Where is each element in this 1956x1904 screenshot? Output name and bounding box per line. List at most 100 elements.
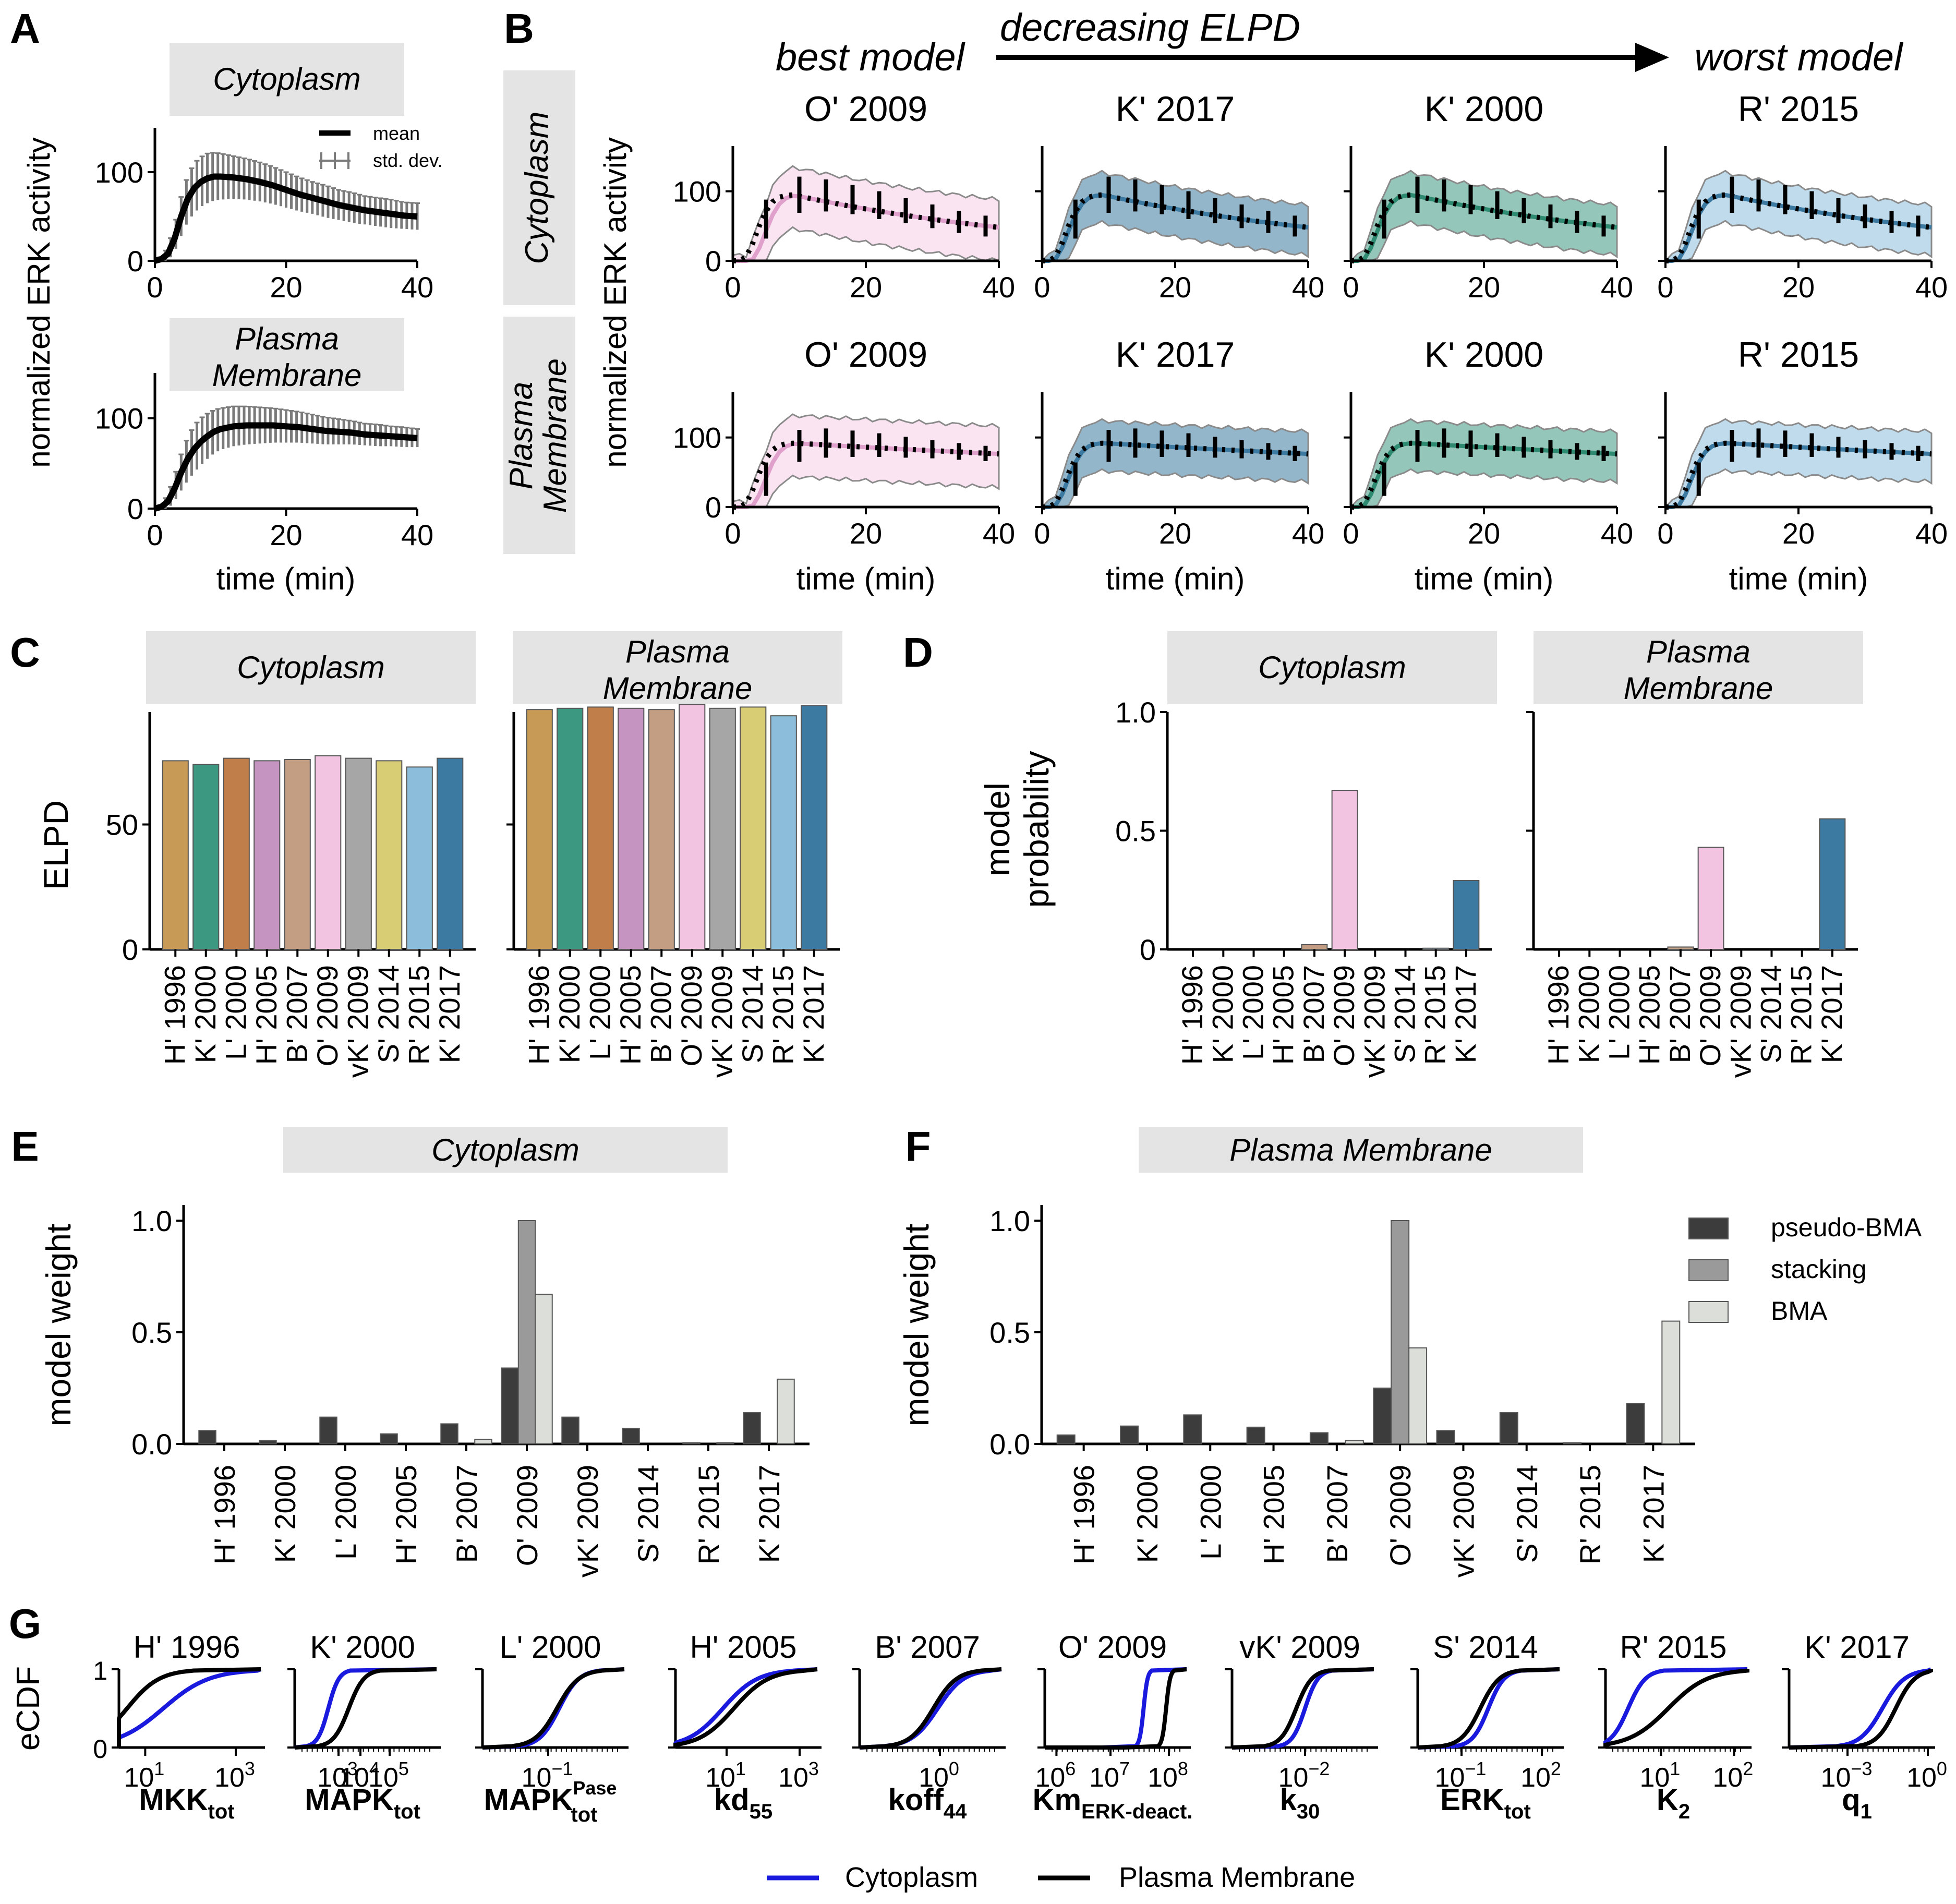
panel-a-legend-mean: mean <box>373 123 420 144</box>
panel-a-legend-std: std. dev. <box>373 150 442 171</box>
panel-b-ytick-label: 0 <box>705 491 721 524</box>
panel-e-xtick-label: S' 2014 <box>632 1465 665 1563</box>
panel-g-ytick-label: 0 <box>93 1734 107 1764</box>
panel-a-ytick-label: 100 <box>95 156 143 189</box>
panel-c-pm-xtick-label: K' 2000 <box>553 965 586 1063</box>
panel-b-xtick-label: 20 <box>850 271 882 304</box>
panel-f-ytick-label: 1.0 <box>989 1204 1030 1237</box>
panel-c-pm-bar <box>618 707 645 950</box>
panel-d-cyto-xtick-label: O' 2009 <box>1327 965 1360 1066</box>
panel-b-xtick-label: 20 <box>1159 271 1191 304</box>
panel-c-cyto-xtick-label: H' 2005 <box>250 965 283 1065</box>
panel-d-pm-bar <box>1819 818 1846 950</box>
panel-b-xtick-label: 20 <box>1468 517 1500 550</box>
panel-g-param-label: K2 <box>1657 1783 1690 1823</box>
panel-g-title: vK' 2009 <box>1239 1630 1360 1665</box>
panel-b-model-title: K' 2017 <box>1116 335 1235 375</box>
panel-b-model-line <box>1042 441 1309 509</box>
panel-c-cyto-bar <box>406 766 433 950</box>
panel-a-xtick-label: 20 <box>270 519 302 551</box>
panel-e-xtick-label: K' 2000 <box>269 1465 301 1563</box>
panel-g-ecdf-cyto <box>1231 1667 1374 1750</box>
panel-c-pm-strip <box>513 631 842 704</box>
panel-g-ecdf-pm <box>673 1667 818 1748</box>
panel-e-xtick-label: L' 2000 <box>329 1465 362 1560</box>
panel-b-ylabel: normalized ERK activity <box>598 137 633 468</box>
panel-f-legend-swatch <box>1688 1259 1729 1281</box>
panel-a-pm-strip-title-1: Plasma <box>235 321 339 356</box>
panel-e-ytick-label: 1.0 <box>131 1204 172 1237</box>
panel-e-ytick-label: 0.0 <box>131 1428 172 1461</box>
panel-b-pm-strip-title-2: Membrane <box>537 358 573 513</box>
panel-g-xtick-label: 103 <box>317 1758 358 1793</box>
panel-f-xtick-label: vK' 2009 <box>1447 1465 1480 1577</box>
panel-f-bar-pseudo-BMA <box>1563 1442 1582 1445</box>
panel-g-param-label: MAPKPase tot <box>484 1777 617 1826</box>
panel-g-ecdf-pm <box>1603 1668 1749 1748</box>
panel-d-pm-xtick-label: S' 2014 <box>1755 965 1788 1063</box>
panel-e-bar-BMA <box>777 1378 795 1444</box>
panel-g-param-label: MAPKtot <box>305 1783 420 1823</box>
panel-g-xtick-label: 10−2 <box>1278 1758 1330 1793</box>
panel-d-pm-xtick-label: H' 1996 <box>1542 965 1575 1065</box>
panel-c-cyto-xtick-label: K' 2000 <box>189 965 222 1063</box>
panel-e-xtick-label: vK' 2009 <box>571 1465 604 1577</box>
panel-c-pm-xtick-label: L' 2000 <box>583 965 616 1060</box>
panel-d-cyto-xtick-label: H' 1996 <box>1176 965 1209 1065</box>
panel-b-xtick-label: 0 <box>725 517 741 550</box>
panel-f-strip <box>1139 1127 1583 1173</box>
panel-d-cyto-ytick-label: 0.5 <box>1115 815 1156 848</box>
panel-e-strip <box>283 1127 728 1173</box>
panel-g-param-label: KmERK-deact. <box>1033 1783 1193 1823</box>
panel-d-cyto-ytick-label: 1.0 <box>1115 696 1156 729</box>
panel-f-bar-pseudo-BMA <box>1309 1432 1329 1445</box>
panel-c-cyto-xtick-label: B' 2007 <box>280 965 313 1063</box>
panel-g-ecdf-cyto <box>859 1667 1002 1750</box>
panel-e-bar-pseudo-BMA <box>682 1442 701 1445</box>
panel-g-param-label: kd55 <box>714 1783 772 1823</box>
panel-c-pm-xtick-label: B' 2007 <box>644 965 677 1063</box>
panel-b-pm-strip <box>503 317 575 554</box>
panel-c-pm-bar <box>526 709 553 950</box>
panel-b-model-title: O' 2009 <box>804 335 927 375</box>
panel-f-xtick-label: R' 2015 <box>1574 1465 1607 1564</box>
panel-f-bar-BMA <box>1408 1347 1428 1444</box>
panel-c-cyto-bar <box>223 757 250 950</box>
panel-g-param-label: q1 <box>1842 1783 1872 1823</box>
panel-e-xtick-label: K' 2017 <box>753 1465 786 1563</box>
panel-letter-G: G <box>9 1600 41 1647</box>
panel-a-xlabel: time (min) <box>216 561 356 596</box>
panel-a-xtick-label: 40 <box>401 271 433 304</box>
panel-f-xtick-label: H' 2005 <box>1258 1465 1290 1564</box>
panel-g-ecdf-pm <box>482 1667 625 1750</box>
panel-e-strip-title: Cytoplasm <box>431 1132 579 1167</box>
panel-b-best-model: best model <box>776 35 966 79</box>
panel-c-cyto-strip <box>146 631 476 704</box>
panel-g-param-label: koff44 <box>888 1783 968 1823</box>
panel-c-cyto-bar <box>345 757 372 950</box>
panel-a-cyto-strip-title: Cytoplasm <box>213 62 360 97</box>
panel-b-ytick-label: 0 <box>705 245 721 278</box>
panel-c-pm-bar <box>557 707 584 950</box>
panel-b-xtick-label: 0 <box>1343 517 1359 550</box>
panel-b-pm-strip-title-1: Plasma <box>503 382 539 490</box>
panel-c-pm-xtick-label: H' 2005 <box>614 965 647 1065</box>
panel-a-pm-strip <box>170 318 404 391</box>
panel-c-cyto-strip-title: Cytoplasm <box>237 650 384 685</box>
panel-g-xtick-label: 100 <box>1906 1758 1947 1793</box>
panel-g-ecdf-cyto <box>1789 1667 1932 1750</box>
panel-f-bar-pseudo-BMA <box>1499 1412 1518 1445</box>
panel-g-xtick-label: 10−3 <box>1821 1758 1873 1793</box>
panel-d-pm-xtick-label: H' 2005 <box>1633 965 1666 1065</box>
panel-letter-E: E <box>11 1123 39 1170</box>
panel-b-model-title: K' 2000 <box>1424 335 1544 375</box>
panel-b-data-dotted <box>1665 192 1932 263</box>
panel-e-bar-stacking <box>517 1220 536 1444</box>
panel-f-bar-pseudo-BMA <box>1626 1403 1645 1444</box>
panel-g-ecdf-pm <box>117 1667 261 1748</box>
panel-b-xtick-label: 0 <box>1657 517 1673 550</box>
panel-g-ecdf-cyto <box>1045 1667 1187 1750</box>
panel-e-bar-pseudo-BMA <box>259 1440 277 1445</box>
panel-b-xtick-label: 40 <box>1915 271 1948 304</box>
panel-a-ylabel: normalized ERK activity <box>21 137 56 468</box>
